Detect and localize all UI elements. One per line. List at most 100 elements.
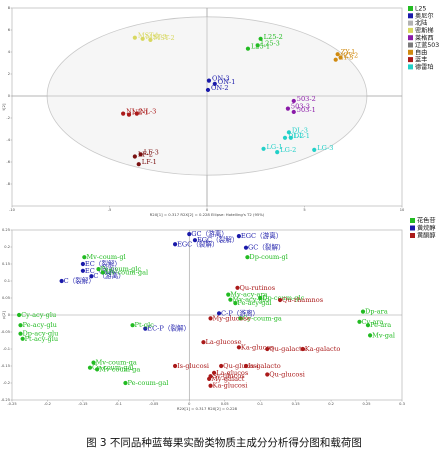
x-tick-label: 0.2 [328, 402, 334, 406]
y-tick-label: 0.1 [4, 279, 10, 283]
data-point [261, 147, 265, 151]
legend-label: 密斯梯 [415, 27, 434, 35]
point-label: MST-3 [146, 33, 167, 41]
point-label: Ka-galacto [305, 345, 341, 353]
data-point [133, 154, 137, 158]
legend-label: 莱格西 [415, 34, 434, 42]
point-label: Pe-coum-gal [127, 379, 168, 387]
data-point [135, 112, 139, 116]
point-label: NL-3 [140, 108, 157, 116]
y-tick-label: -6 [6, 160, 10, 164]
data-point [133, 36, 137, 40]
legend-swatch [408, 35, 413, 40]
data-point [141, 37, 145, 41]
legend-label: L25 [415, 6, 426, 13]
data-point [275, 150, 279, 154]
data-point [139, 152, 143, 156]
point-label: La-glucose [205, 338, 241, 346]
point-label: Pt-acy-glu [25, 335, 58, 343]
y-tick-label: -0.15 [1, 364, 10, 368]
data-point [246, 47, 250, 51]
point-label: Is-glucosi [177, 362, 209, 370]
y-tick-label: 2 [8, 72, 10, 76]
point-label: Mv-coum-gl [86, 253, 125, 261]
point-label: C（裂解） [64, 276, 95, 285]
x-tick-label: 0.1 [257, 402, 263, 406]
legend-swatch [408, 57, 413, 62]
x-tick-label: -0.25 [7, 402, 16, 406]
y-tick-label: 0.2 [4, 245, 10, 249]
data-point [312, 148, 316, 152]
legend-swatch [410, 233, 415, 238]
legend-swatch [408, 43, 413, 48]
legend-swatch [408, 28, 413, 33]
y-tick-label: 4 [8, 50, 11, 54]
data-point [127, 113, 131, 117]
y-tick-label: 0 [8, 94, 11, 98]
point-label: Is-galacto [248, 362, 281, 370]
data-point [338, 55, 342, 59]
y-tick-label: -0.2 [3, 381, 10, 385]
x-tick-label: -0.2 [44, 402, 51, 406]
point-label: LG-3 [317, 144, 333, 152]
legend-label: 花色苷 [417, 217, 436, 225]
point-label: GC（裂解） [248, 243, 285, 252]
point-label: 503-3 [291, 103, 310, 111]
y-tick-label: -8 [6, 182, 10, 186]
point-label: Pe-ara [370, 321, 391, 329]
point-label: Mv-coum-gal [105, 269, 148, 277]
x-tick-label: 0.3 [399, 402, 405, 406]
point-label: My-glucose [213, 314, 251, 322]
data-point [289, 136, 293, 140]
point-label: EGC（裂解） [177, 239, 219, 248]
legend-label: 北陆 [415, 19, 427, 27]
x-tick-label: -10 [9, 208, 16, 212]
y-tick-label: -2 [6, 116, 10, 120]
legend-swatch [410, 226, 415, 231]
y-tick-label: -0.05 [1, 330, 10, 334]
point-label: Qu-galacto [269, 345, 305, 353]
y-tick-label: 0.15 [2, 262, 10, 266]
score-plot: -10-50510-8-6-4-202468R2X[1] = 0.317 R2X… [1, 6, 439, 217]
x-axis-caption: R2X[1] = 0.317 R2X[2] = 0.228 Ellipse: H… [150, 212, 265, 217]
point-label: Mv-coum-ga [99, 365, 140, 373]
loading-plot: -0.25 -0.2 -0.15 -0.1 -0.05 0 0.05 0.1 0.15 0.2 0.… [1, 217, 436, 411]
point-label: Qu-rhamnos [282, 296, 324, 304]
point-label: Mv-gal [372, 331, 395, 339]
legend-label: 黄酮醇 [417, 232, 436, 240]
legend-swatch [408, 6, 413, 11]
x-tick-label: 5 [303, 208, 305, 212]
y-tick-label: -0.1 [3, 347, 10, 351]
x-tick-label: -0.1 [115, 402, 122, 406]
x-axis-caption: R2X[1] = 0.317 R2X[2] = 0.228 [177, 406, 238, 411]
legend-label: 辽蓝503 [415, 41, 439, 49]
point-label: Qu-glucosi [269, 371, 305, 379]
data-point [256, 43, 260, 47]
y-tick-label: -0.25 [1, 398, 10, 402]
y-tick-label: 6 [8, 28, 11, 32]
x-tick-label: 0.15 [292, 402, 300, 406]
y-tick-label: -4 [6, 138, 10, 142]
legend-swatch [408, 50, 413, 55]
data-point [334, 58, 338, 62]
x-tick-label: 10 [400, 208, 405, 212]
x-tick-label: -5 [108, 208, 112, 212]
legend-swatch [408, 13, 413, 18]
point-label: LF-1 [142, 158, 157, 166]
y-tick-label: 0 [8, 313, 11, 317]
y-tick-label: 0.25 [2, 228, 10, 232]
point-label: EGC（游离） [241, 231, 283, 240]
point-label: Pe-acy-glu [23, 321, 57, 329]
y-tick-label: 8 [8, 6, 11, 10]
point-label: DL-1 [294, 132, 310, 140]
point-label: LF-3 [144, 148, 159, 156]
y-tick-label: 0.05 [2, 296, 10, 300]
legend-swatch [408, 64, 413, 69]
data-point [206, 88, 210, 92]
legend-label: 奥尼尔 [415, 12, 434, 20]
point-label: Pt-glc [135, 321, 155, 329]
point-label: L25-3 [261, 39, 280, 47]
point-label: Qu-rutinos [239, 284, 275, 292]
data-point [207, 79, 211, 83]
